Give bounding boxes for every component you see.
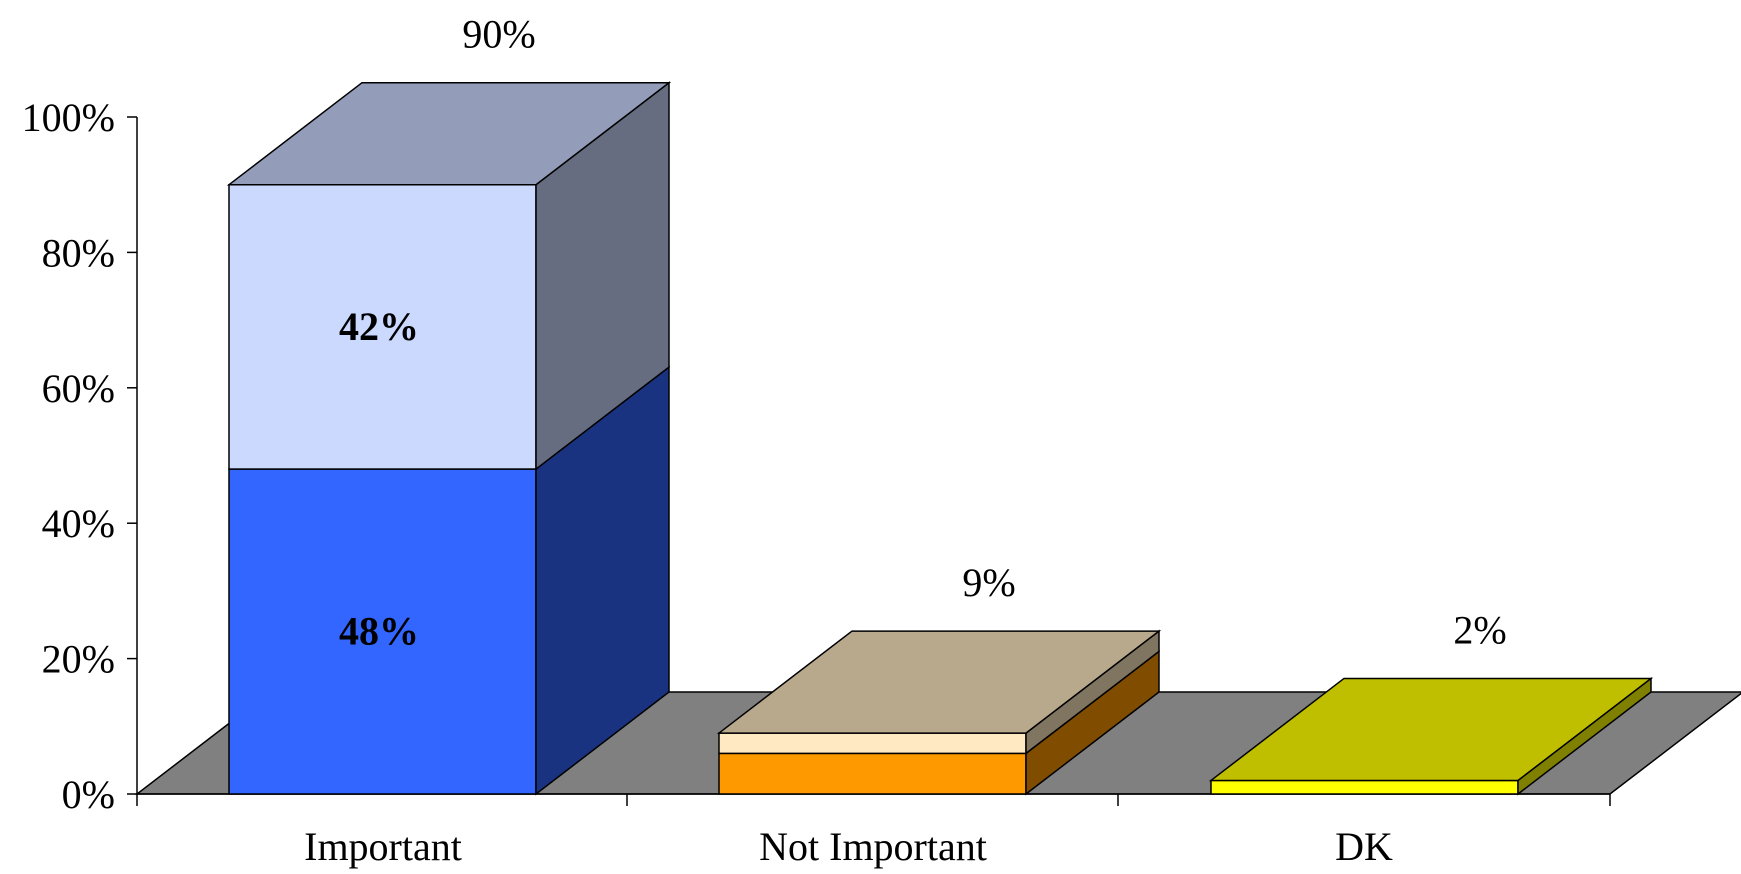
bar-front-important-series-1	[228, 468, 537, 795]
y-tick-label: 40%	[42, 501, 115, 546]
bar-top-important	[226, 81, 672, 186]
bar-top-not-important	[716, 630, 1162, 734]
bar-front-not-important-series-1	[718, 752, 1027, 795]
y-tick-label: 0%	[62, 772, 115, 817]
y-tick-label: 20%	[42, 637, 115, 682]
label-layer: 48% 42% 90% Important 9% Not Important 2% DK	[304, 12, 1507, 869]
bar-front-not-important-series-2	[718, 732, 1027, 755]
x-category-label: DK	[1335, 824, 1393, 869]
segment-data-label: 42%	[339, 304, 419, 349]
total-data-label: 90%	[462, 12, 535, 57]
bar-front-important-series-2	[228, 183, 537, 470]
segment-data-label: 48%	[339, 609, 419, 654]
bar-layer	[226, 81, 1654, 796]
x-category-label: Not Important	[759, 824, 987, 869]
total-data-label: 2%	[1453, 607, 1506, 652]
bar-top-dk	[1208, 677, 1654, 782]
y-tick-label: 60%	[42, 366, 115, 411]
x-category-label: Important	[304, 824, 462, 869]
y-tick-label: 100%	[22, 95, 115, 140]
y-axis: 0% 20% 40% 60% 80% 100%	[22, 95, 1611, 817]
bar-front-dk-series-1	[1210, 779, 1519, 795]
y-tick-label: 80%	[42, 230, 115, 275]
total-data-label: 9%	[962, 560, 1015, 605]
